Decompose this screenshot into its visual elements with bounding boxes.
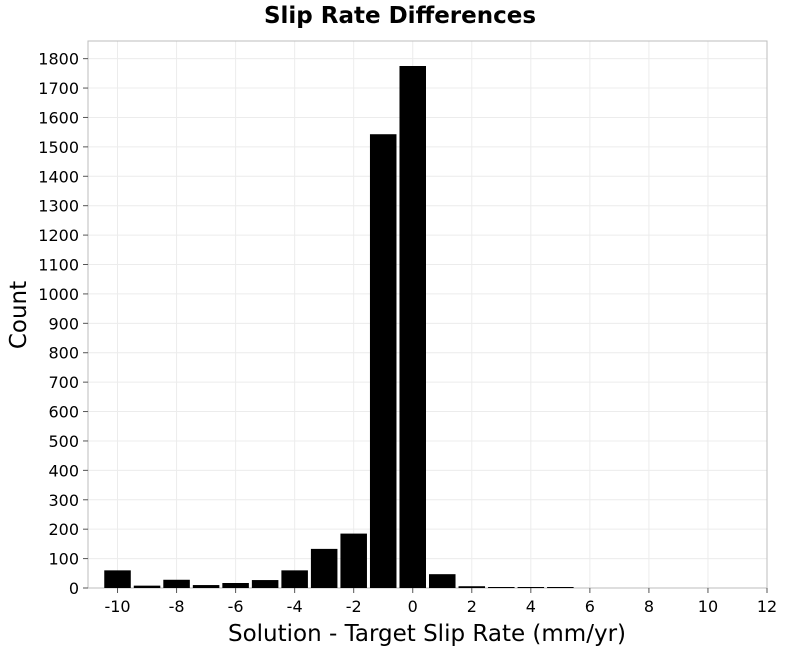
x-tick-label: -8 [169, 597, 185, 616]
x-tick-label: -6 [228, 597, 244, 616]
y-axis-ticks: 0 100 200 300 400 500 600 700 800 900 1000 1100 1200… [38, 50, 88, 598]
histogram-bar [399, 65, 426, 588]
x-tick-label: 8 [644, 597, 654, 616]
y-tick-label: 300 [48, 491, 79, 510]
y-axis-label: Count [6, 281, 32, 349]
x-tick-label: -2 [346, 597, 362, 616]
y-tick-label: 1800 [38, 50, 79, 69]
y-tick-label: 1600 [38, 108, 79, 127]
histogram-bar [222, 583, 249, 588]
histogram-bar [369, 134, 397, 588]
x-tick-label: 2 [467, 597, 477, 616]
histogram-bar [192, 585, 220, 588]
y-tick-label: 900 [48, 314, 79, 333]
histogram-bar [281, 570, 308, 588]
y-tick-label: 1400 [38, 167, 79, 186]
y-tick-label: 400 [48, 461, 79, 480]
x-axis-ticks: -10 -8 -6 -4 -2 0 2 4 6 8 10 12 [104, 588, 777, 616]
x-axis-label: Solution - Target Slip Rate (mm/yr) [228, 621, 626, 647]
histogram-bar [547, 587, 574, 588]
x-tick-label: 12 [757, 597, 777, 616]
y-tick-label: 500 [48, 432, 79, 451]
x-tick-label: -4 [287, 597, 303, 616]
y-tick-label: 200 [48, 520, 79, 539]
histogram-bar [488, 587, 515, 588]
x-tick-label: 6 [585, 597, 595, 616]
y-tick-label: 1000 [38, 285, 79, 304]
y-tick-label: 1500 [38, 138, 79, 157]
y-tick-label: 700 [48, 373, 79, 392]
histogram-bar [163, 579, 190, 588]
histogram-bar [251, 580, 279, 588]
y-tick-label: 1200 [38, 226, 79, 245]
x-tick-label: -10 [104, 597, 130, 616]
bars [104, 65, 574, 588]
x-tick-label: 0 [408, 597, 418, 616]
histogram-bar [340, 533, 367, 588]
chart-title: Slip Rate Differences [264, 3, 536, 29]
y-tick-label: 0 [69, 579, 79, 598]
x-tick-label: 4 [526, 597, 536, 616]
plot-area [87, 40, 768, 589]
histogram-bar [104, 570, 131, 588]
histogram-bar [310, 548, 338, 588]
histogram-bar [133, 585, 161, 588]
y-tick-label: 1100 [38, 256, 79, 275]
y-tick-label: 1700 [38, 79, 79, 98]
y-tick-label: 600 [48, 403, 79, 422]
y-tick-label: 100 [48, 550, 79, 569]
histogram-bar [429, 574, 456, 588]
x-tick-label: 10 [698, 597, 718, 616]
grid [88, 41, 768, 589]
histogram-bar [517, 587, 545, 588]
y-tick-label: 1300 [38, 197, 79, 216]
y-tick-label: 800 [48, 344, 79, 363]
histogram-bar [458, 586, 486, 588]
